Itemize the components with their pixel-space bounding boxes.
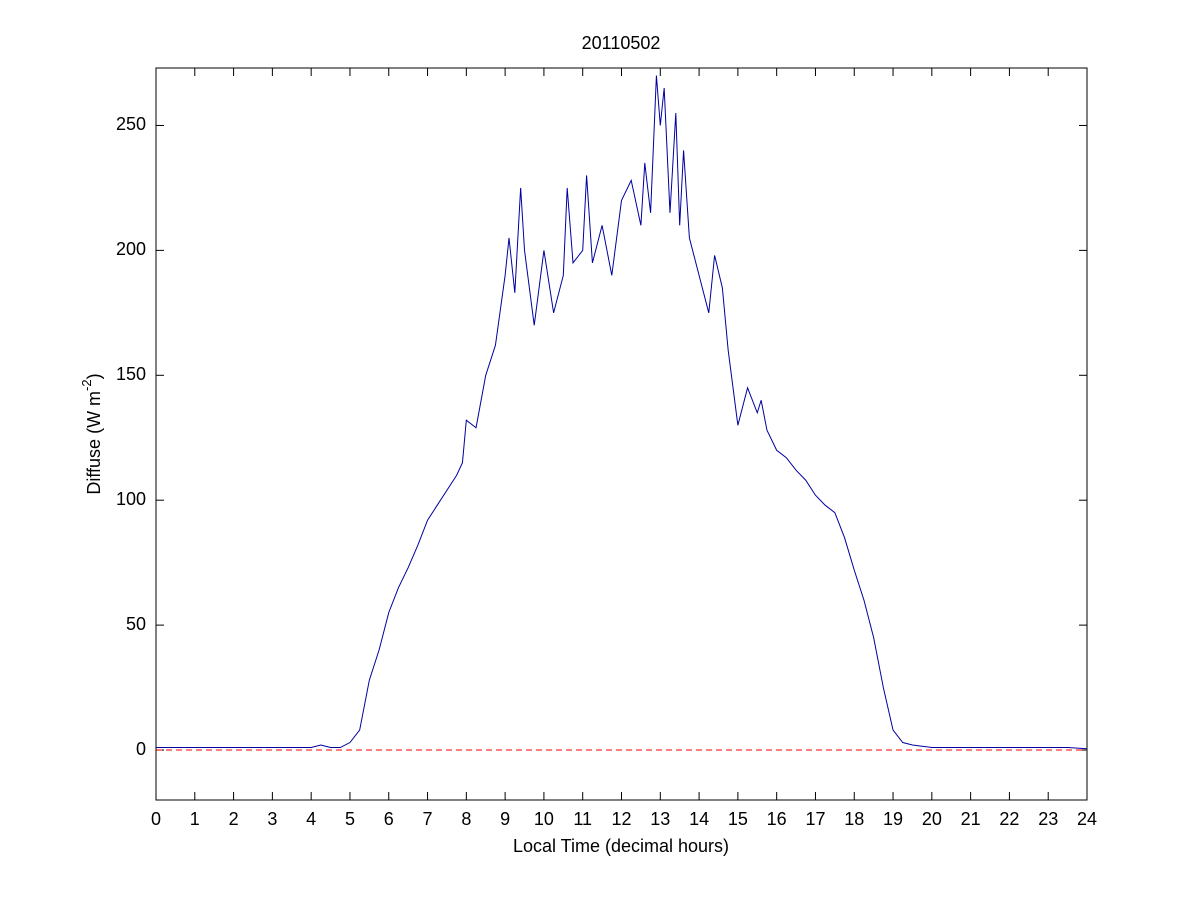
y-tick-label: 0 [136, 739, 146, 759]
y-tick-label: 150 [116, 364, 146, 384]
x-tick-label: 16 [767, 809, 787, 829]
y-tick-label: 250 [116, 114, 146, 134]
y-tick-label: 200 [116, 239, 146, 259]
plot-frame [155, 67, 1088, 801]
x-tick-label: 7 [423, 809, 433, 829]
y-tick-label: 100 [116, 489, 146, 509]
x-axis-label: Local Time (decimal hours) [513, 836, 729, 856]
x-tick-label: 9 [500, 809, 510, 829]
y-label-suffix: ) [84, 373, 104, 379]
x-tick-label: 2 [229, 809, 239, 829]
x-tick-label: 1 [190, 809, 200, 829]
x-tick-label: 13 [650, 809, 670, 829]
x-tick-label: 20 [922, 809, 942, 829]
data-line [156, 75, 1088, 750]
y-label-main: Diffuse (W m [84, 391, 104, 495]
y-axis-label: Diffuse (W m-2) [79, 373, 103, 494]
x-tick-label: 24 [1077, 809, 1097, 829]
y-tick-label: 50 [126, 614, 146, 634]
x-tick-label: 0 [151, 809, 161, 829]
x-tick-label: 5 [345, 809, 355, 829]
x-tick-label: 22 [999, 809, 1019, 829]
x-tick-label: 8 [461, 809, 471, 829]
x-tick-label: 21 [961, 809, 981, 829]
x-tick-label: 17 [805, 809, 825, 829]
x-tick-label: 23 [1038, 809, 1058, 829]
chart-title: 20110502 [582, 33, 661, 53]
x-tick-label: 3 [267, 809, 277, 829]
x-tick-label: 19 [883, 809, 903, 829]
x-tick-label: 4 [306, 809, 316, 829]
x-tick-label: 15 [728, 809, 748, 829]
x-tick-label: 12 [611, 809, 631, 829]
x-tick-label: 11 [573, 809, 592, 829]
x-tick-label: 6 [384, 809, 394, 829]
x-tick-label: 10 [534, 809, 554, 829]
x-tick-label: 18 [844, 809, 864, 829]
x-tick-label: 14 [689, 809, 709, 829]
y-label-exponent: -2 [79, 379, 94, 391]
